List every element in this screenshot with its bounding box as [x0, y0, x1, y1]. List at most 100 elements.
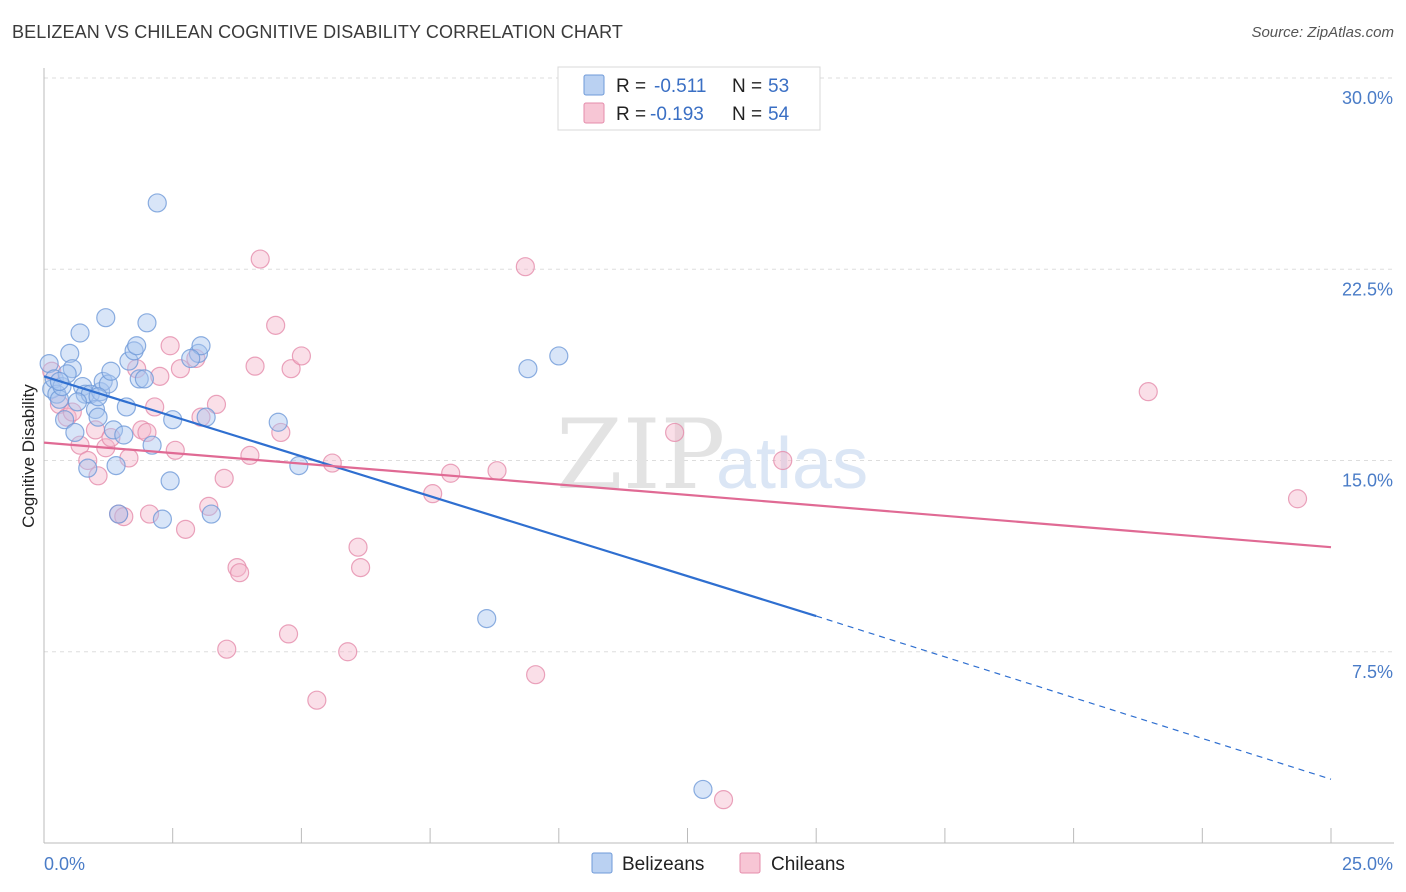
point-belizeans-42 [289, 456, 309, 476]
point-belizeans-7 [60, 343, 80, 363]
legend-n-label-chileans: N = [732, 104, 762, 125]
chart-source: Source: ZipAtlas.com [1251, 24, 1394, 41]
point-chileans-20 [165, 440, 185, 460]
point-chileans-18 [150, 366, 170, 386]
point-belizeans-31 [137, 313, 157, 333]
y-tick-label-2: 22.5% [1342, 279, 1393, 299]
point-belizeans-22 [106, 456, 126, 476]
y-tick-label-3: 30.0% [1342, 88, 1393, 108]
point-chileans-28 [217, 639, 237, 659]
point-belizeans-49 [67, 392, 88, 412]
trend-line-belizeans-extension [816, 615, 1332, 780]
trend-line-belizeans [43, 375, 817, 618]
point-chileans-41 [338, 642, 358, 662]
point-chileans-33 [250, 249, 270, 269]
legend-n-value-belizeans: 53 [768, 76, 789, 97]
y-tick-label-1: 15.0% [1342, 471, 1393, 491]
point-chileans-26 [206, 394, 227, 414]
bottom-legend-belizeans: Belizeans [622, 854, 704, 875]
point-belizeans-26 [119, 351, 139, 371]
point-belizeans-0 [39, 354, 59, 374]
point-belizeans-45 [477, 608, 497, 629]
point-chileans-3 [62, 402, 82, 422]
trend-lines [43, 375, 1332, 780]
point-belizeans-6 [54, 410, 75, 430]
watermark-atlas: atlas [716, 424, 868, 504]
point-belizeans-30 [134, 369, 154, 389]
point-belizeans-13 [78, 458, 98, 478]
point-chileans-38 [291, 346, 311, 366]
point-belizeans-41 [268, 412, 288, 432]
point-belizeans-35 [160, 471, 180, 491]
legend-r-value-belizeans: -0.511 [654, 76, 706, 97]
legend-swatch-belizeans [583, 74, 605, 96]
x-tick-label-max: 25.0% [1342, 854, 1393, 874]
point-belizeans-9 [65, 422, 85, 443]
point-chileans-30 [230, 563, 250, 583]
point-belizeans-20 [101, 361, 121, 381]
point-chileans-27 [214, 468, 234, 488]
point-chileans-48 [526, 665, 546, 685]
series-belizeans-points [39, 193, 713, 800]
point-belizeans-28 [127, 336, 147, 356]
point-belizeans-5 [52, 376, 72, 397]
point-belizeans-8 [62, 359, 82, 379]
point-chileans-21 [170, 359, 191, 379]
point-chileans-29 [227, 557, 247, 578]
point-belizeans-46 [693, 779, 713, 800]
legend-r-label-belizeans: R = [616, 76, 646, 97]
y-axis-label: Cognitive Disability [19, 384, 38, 528]
point-belizeans-44 [549, 346, 569, 366]
point-chileans-7 [88, 466, 108, 486]
trend-line-chileans [43, 441, 1332, 549]
tick-labels: 7.5% 15.0% 22.5% 30.0% 0.0% 25.0% [44, 88, 1393, 874]
point-belizeans-38 [191, 336, 211, 356]
legend-r-label-chileans: R = [616, 104, 646, 125]
legend-n-label-belizeans: N = [732, 76, 762, 97]
point-belizeans-34 [152, 509, 173, 529]
point-chileans-53 [1287, 489, 1308, 509]
point-chileans-46 [487, 461, 507, 481]
point-chileans-37 [281, 359, 301, 379]
watermark: ZIP atlas [556, 399, 868, 511]
bottom-legend-swatch-belizeans [591, 852, 613, 874]
chart-title: BELIZEAN VS CHILEAN COGNITIVE DISABILITY… [12, 22, 623, 42]
point-chileans-43 [351, 557, 371, 578]
point-chileans-11 [114, 506, 134, 527]
series-legend: Belizeans Chileans [591, 852, 845, 875]
bottom-legend-swatch-chileans [739, 852, 761, 874]
point-belizeans-10 [70, 323, 90, 343]
point-chileans-22 [175, 519, 196, 539]
point-belizeans-40 [201, 504, 221, 524]
point-chileans-31 [240, 445, 260, 465]
point-belizeans-33 [147, 193, 167, 213]
point-chileans-50 [713, 790, 734, 810]
point-chileans-19 [160, 336, 180, 356]
point-belizeans-47 [96, 308, 116, 328]
axis-layer [43, 68, 1394, 844]
point-chileans-49 [665, 422, 685, 443]
point-belizeans-24 [114, 425, 134, 445]
point-chileans-14 [132, 420, 152, 440]
point-chileans-25 [199, 496, 219, 516]
point-belizeans-32 [142, 435, 162, 455]
point-chileans-16 [139, 504, 160, 524]
bottom-legend-chileans: Chileans [771, 854, 845, 875]
point-chileans-36 [278, 624, 299, 644]
point-belizeans-43 [518, 359, 538, 379]
point-belizeans-51 [181, 348, 201, 369]
point-belizeans-23 [109, 504, 129, 524]
point-belizeans-18 [93, 371, 113, 392]
point-chileans-5 [78, 450, 98, 471]
point-belizeans-21 [103, 420, 124, 440]
point-chileans-15 [137, 422, 157, 443]
point-belizeans-39 [196, 407, 216, 427]
point-chileans-2 [57, 407, 77, 427]
watermark-zip: ZIP [556, 399, 725, 511]
point-chileans-23 [186, 348, 206, 369]
point-chileans-42 [348, 537, 368, 557]
x-tick-label-min: 0.0% [44, 854, 85, 874]
y-tick-label-0: 7.5% [1352, 662, 1393, 682]
point-belizeans-27 [124, 341, 144, 361]
